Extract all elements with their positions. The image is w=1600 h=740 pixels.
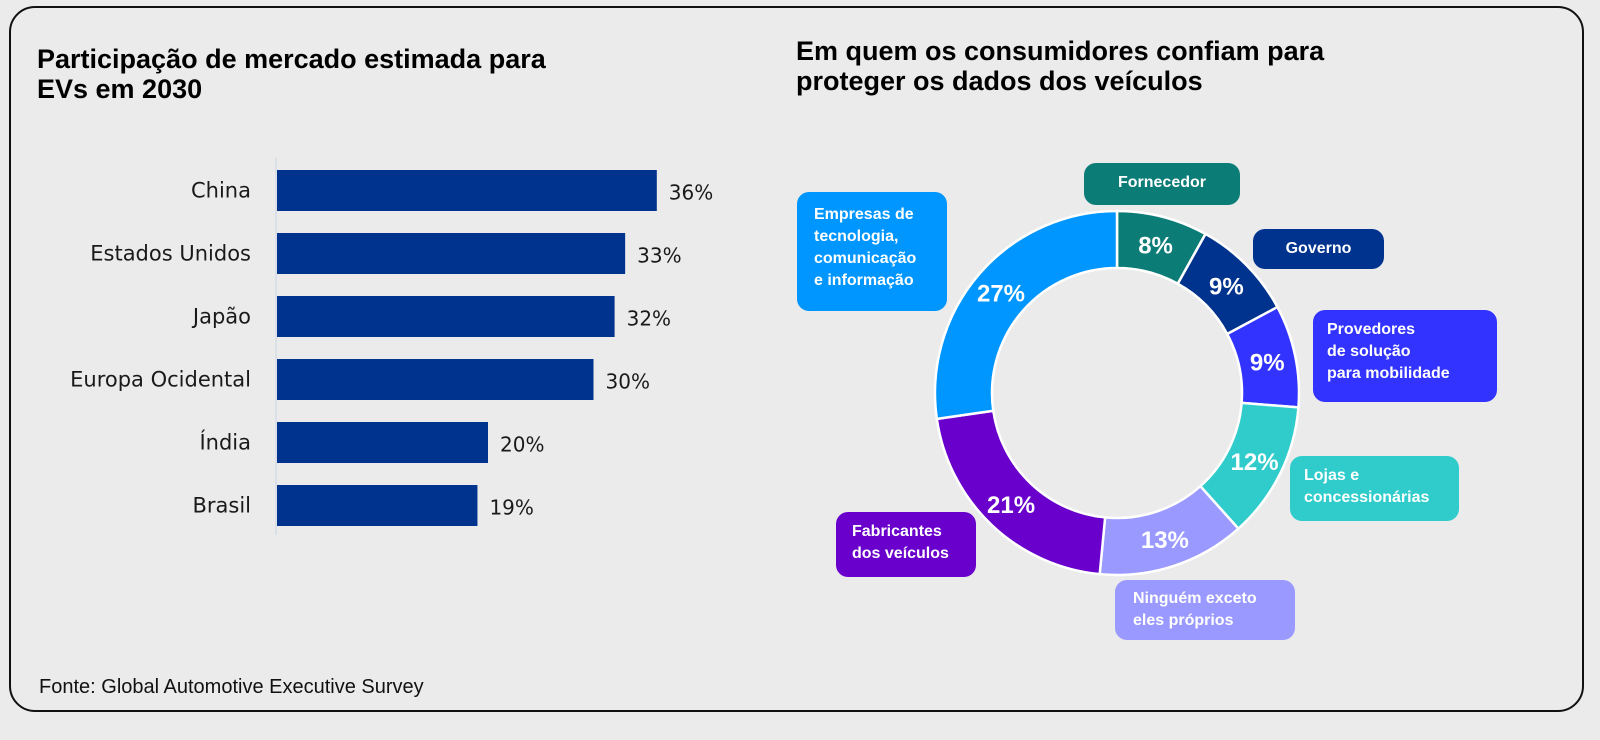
slice-value-label: 13% <box>1141 527 1189 554</box>
legend-callout-text: tecnologia, <box>814 228 899 245</box>
legend-callout-text: Ninguém exceto <box>1133 590 1257 607</box>
bar-series: China 36% Estados Unidos 33% Japão 32% Europa … <box>70 170 713 526</box>
source-note: Fonte: Global Automotive Executive Surve… <box>39 676 424 698</box>
slice-value-label: 27% <box>977 280 1025 307</box>
value-label: 32% <box>627 307 671 331</box>
legend-callout: Lojas e concessionárias <box>1290 456 1459 521</box>
slice-value-label: 12% <box>1231 449 1279 476</box>
legend-callout-text: Lojas e <box>1304 467 1360 484</box>
legend-callout-text: Empresas de <box>814 206 914 223</box>
legend-callout-text: dos veículos <box>852 545 949 562</box>
legend-callout-text: para mobilidade <box>1327 365 1450 382</box>
bar-chart-title: Participação de mercado estimada para EV… <box>37 44 546 104</box>
donut-series: 8% 9% 9% 12% 13% 21% 27% <box>933 209 1301 577</box>
bar <box>277 233 626 274</box>
slice-value-label: 21% <box>987 492 1035 519</box>
bar <box>277 359 594 400</box>
legend-callout-text: e informação <box>814 272 914 289</box>
legend-callout: Fornecedor <box>1084 163 1240 205</box>
legend-callout: Empresas de tecnologia, comunicação e infor… <box>797 192 947 311</box>
value-label: 19% <box>489 496 533 520</box>
slice-value-label: 8% <box>1138 232 1173 259</box>
legend-callout: Fabricantes dos veículos <box>836 512 976 577</box>
legend-callout-text: de solução <box>1327 343 1411 360</box>
value-label: 36% <box>669 181 713 205</box>
category-label: Europa Ocidental <box>70 368 251 392</box>
legend-callout: Ninguém exceto eles próprios <box>1115 580 1295 640</box>
category-label: Estados Unidos <box>90 242 251 266</box>
legend-callout-text: concessionárias <box>1304 489 1430 506</box>
bar <box>277 296 615 337</box>
category-label: Japão <box>191 305 251 329</box>
legend-callout-text: Provedores <box>1327 321 1416 338</box>
category-label: Brasil <box>192 494 251 518</box>
legend-callout-text: Governo <box>1285 240 1352 257</box>
value-label: 30% <box>606 370 650 394</box>
legend-callout-text: Fabricantes <box>852 523 942 540</box>
value-label: 33% <box>637 244 681 268</box>
slice-value-label: 9% <box>1250 350 1285 377</box>
bar-chart: China 36% Estados Unidos 33% Japão 32% Europa … <box>70 158 713 535</box>
legend-callout: Governo <box>1253 229 1384 269</box>
donut-slice <box>933 209 1119 421</box>
bar <box>277 170 657 211</box>
donut-chart-title: Em quem os consumidores confiam para pro… <box>796 36 1325 96</box>
legend-callout-text: eles próprios <box>1133 612 1234 629</box>
bar <box>277 485 478 526</box>
bar <box>277 422 488 463</box>
value-label: 20% <box>500 433 544 457</box>
category-label: China <box>191 179 251 203</box>
legend-callout: Provedores de solução para mobilidade <box>1313 310 1497 402</box>
legend-callout-text: comunicação <box>814 250 917 267</box>
legend-callout-text: Fornecedor <box>1117 174 1206 191</box>
slice-value-label: 9% <box>1209 273 1244 300</box>
category-label: Índia <box>199 430 251 455</box>
